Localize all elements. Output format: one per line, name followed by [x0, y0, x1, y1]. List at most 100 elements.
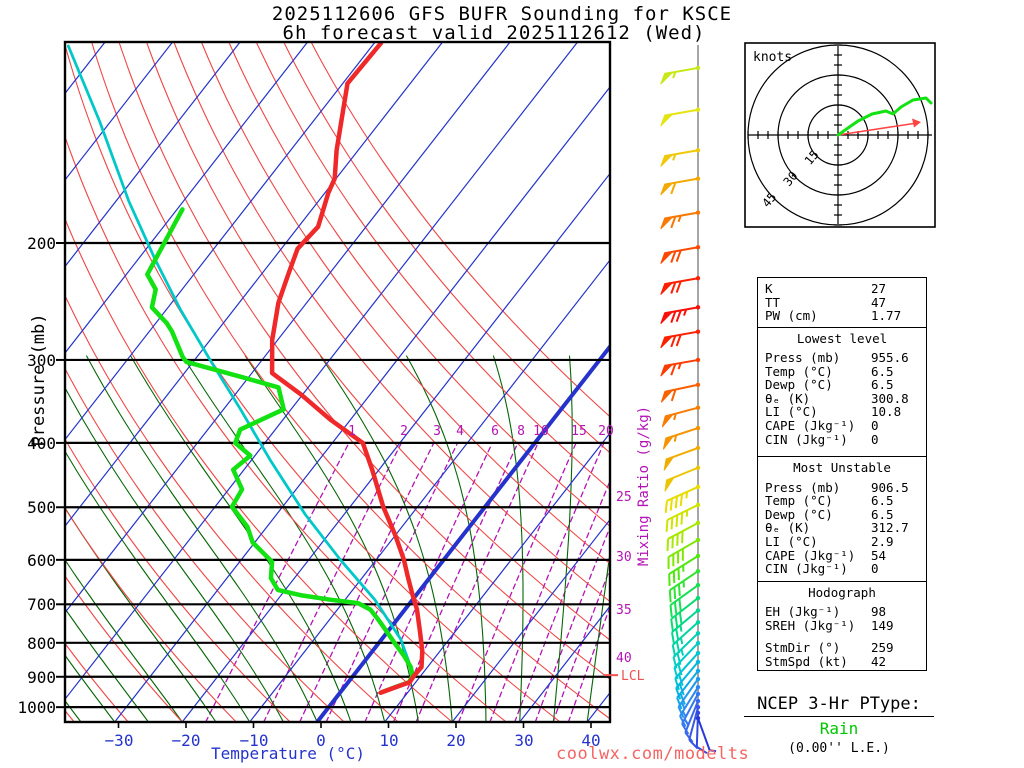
stat-value: 10.8: [871, 404, 902, 420]
stat-label: CAPE (Jkg⁻¹): [765, 547, 856, 563]
mixing-ratio-label: 3: [433, 424, 441, 439]
stat-label: StmSpd (kt): [765, 653, 848, 669]
stat-row: K 27: [758, 282, 926, 296]
hodograph-units-label: knots: [753, 50, 793, 65]
parcel-trace: [66, 44, 416, 678]
sounding-curves: [66, 42, 425, 695]
wind-barb: [677, 676, 701, 719]
wind-barb-column: [660, 45, 717, 755]
wind-barb: [664, 484, 701, 513]
stat-row: EH (Jkg⁻¹) 98: [758, 605, 926, 619]
pressure-tick-label: 200: [27, 234, 56, 253]
stat-row: CIN (Jkg⁻¹) 0: [758, 562, 926, 576]
stat-label: SREH (Jkg⁻¹): [765, 617, 856, 633]
temperature-tick-label: −30: [104, 731, 134, 750]
stat-row: CIN (Jkg⁻¹) 0: [758, 432, 926, 447]
storm-motion-arrowhead: [912, 118, 921, 128]
ptype-value: Rain: [819, 719, 859, 738]
wind-barb: [663, 445, 701, 471]
skewt-grid: [65, 42, 610, 722]
wind-barb: [660, 176, 701, 196]
stat-label: θₑ (K): [765, 390, 811, 406]
stat-value: 42: [871, 653, 887, 669]
wind-barb: [660, 148, 701, 167]
wind-barb: [670, 608, 701, 645]
stat-row: SREH (Jkg⁻¹) 149: [758, 617, 926, 633]
stat-value: 0: [871, 418, 879, 434]
stat-row: CAPE (Jkg⁻¹) 0: [758, 419, 926, 433]
hodograph-trace: [836, 96, 933, 137]
mixing-ratio-label-right: 30: [616, 550, 632, 565]
dewpoint-curve: [145, 207, 415, 695]
wind-barb: [660, 276, 701, 295]
stat-label: CAPE (Jkg⁻¹): [765, 418, 856, 434]
pressure-axis-title: Pressure (mb): [29, 313, 49, 447]
stat-row: LI (°C) 10.8: [758, 405, 926, 419]
most-unstable-table: Most Unstable Press (mb) 906.5 Temp (°C) 6.…: [757, 456, 927, 582]
mixing-ratio-label-right: 40: [616, 651, 632, 666]
pressure-tick-label: 700: [27, 595, 56, 614]
temperature-tick-label: 30: [514, 731, 534, 750]
mixing-ratio-label: 4: [456, 424, 464, 439]
most-unstable-title: Most Unstable: [793, 460, 891, 475]
wind-barb: [664, 465, 701, 492]
stat-label: LI (°C): [765, 533, 818, 549]
stat-value: 955.6: [871, 350, 909, 366]
temperature-tick-label: 40: [581, 731, 601, 750]
stat-row: θₑ (K) 300.8: [758, 392, 926, 406]
stat-value: 300.8: [871, 390, 909, 406]
stat-label: CIN (Jkg⁻¹): [765, 561, 848, 577]
stat-value: 1.77: [871, 308, 902, 324]
stat-value: 259: [871, 640, 894, 656]
wind-barb: [660, 65, 701, 85]
mixing-ratio-label-right: 35: [616, 603, 632, 618]
stat-row: PW (cm) 1.77: [758, 309, 926, 323]
wind-barb: [660, 210, 701, 230]
wind-barb: [675, 659, 701, 700]
mixing-ratio-label: 2: [400, 424, 408, 439]
wind-barb: [665, 502, 701, 532]
ptype-amount: (0.00'' L.E.): [788, 741, 890, 756]
wind-barb: [695, 715, 717, 753]
stat-value: 27: [871, 281, 887, 296]
mixing-ratio-label: 6: [491, 424, 499, 439]
stat-value: 0: [871, 561, 879, 577]
stat-label: Dewp (°C): [765, 506, 833, 522]
lowest-level-table: Lowest level Press (mb) 955.6 Temp (°C) 6.5…: [757, 326, 927, 458]
wind-barb: [674, 650, 701, 691]
most-unstable-rows: Press (mb) 906.5 Temp (°C) 6.5 Dewp (°C) 6.5 θ…: [758, 480, 926, 576]
stat-label: PW (cm): [765, 308, 818, 324]
mixing-ratio-label: 1: [348, 424, 356, 439]
lowest-level-rows: Press (mb) 955.6 Temp (°C) 6.5 Dewp (°C) 6.5 θ…: [758, 351, 926, 446]
wind-barb: [676, 668, 701, 710]
wind-barb: [666, 520, 701, 551]
wind-barb: [667, 537, 701, 569]
stat-value: 6.5: [871, 363, 894, 379]
stat-row: StmSpd (kt) 42: [758, 655, 926, 669]
temperature-tick-label: 10: [379, 731, 399, 750]
stat-value: 2.9: [871, 533, 894, 549]
indices-rows: K 27 TT 47 PW (cm) 1.77: [758, 282, 926, 323]
stat-label: StmDir (°): [765, 640, 841, 656]
mixing-ratio-label: 10: [533, 424, 549, 439]
pressure-tick-label: 800: [27, 634, 56, 653]
temperature-tick-label: 20: [446, 731, 466, 750]
stat-row: StmDir (°) 259: [758, 641, 926, 655]
mixing-ratio-label: 20: [598, 424, 614, 439]
watermark-link[interactable]: coolwx.com/modelts: [556, 744, 750, 764]
stat-row: Dewp (°C) 6.5: [758, 378, 926, 392]
wind-barb: [660, 107, 701, 127]
stat-label: K: [765, 281, 773, 296]
wind-barb: [670, 595, 701, 632]
temperature-axis-title: Temperature (°C): [210, 744, 366, 763]
page-title: 2025112606 GFS BUFR Sounding for KSCE: [271, 3, 733, 25]
stat-value: 312.7: [871, 520, 909, 536]
stat-value: 54: [871, 547, 887, 563]
wind-barb: [662, 425, 701, 450]
hodograph-rows: EH (Jkg⁻¹) 98 SREH (Jkg⁻¹) 149 StmDir (°) 259…: [758, 605, 926, 668]
mixing-ratio-label-right: 25: [616, 490, 632, 505]
stat-label: LI (°C): [765, 404, 818, 420]
wind-barb: [660, 382, 701, 403]
hodograph-table: Hodograph EH (Jkg⁻¹) 98 SREH (Jkg⁻¹) 149 Stm…: [757, 580, 927, 671]
stat-row: Temp (°C) 6.5: [758, 494, 926, 508]
